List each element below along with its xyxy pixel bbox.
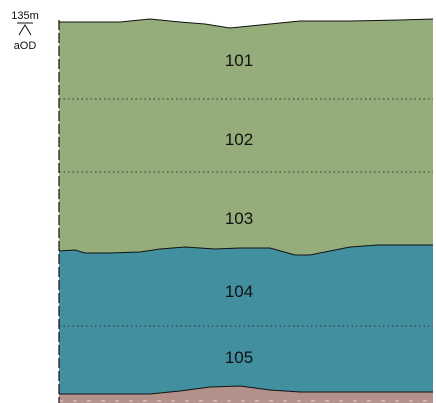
context-label-103: 103 [225,209,253,228]
datum-elevation-label: 135m [11,10,39,22]
datum-reference-label: aOD [14,40,37,52]
context-label-104: 104 [225,282,253,301]
basal-interface-line [59,385,433,395]
context-label-105: 105 [225,348,253,367]
datum-level-marker: 135m aOD [11,10,39,52]
basal-deposit-fill [59,386,433,403]
context-label-101: 101 [225,51,253,70]
datum-triangle-icon [18,24,32,36]
context-label-102: 102 [225,130,253,149]
lower-deposit-fill [59,245,433,394]
upper-lower-interface-line [58,244,433,256]
ground-surface-line [59,18,434,29]
upper-deposit-fill [59,19,433,255]
